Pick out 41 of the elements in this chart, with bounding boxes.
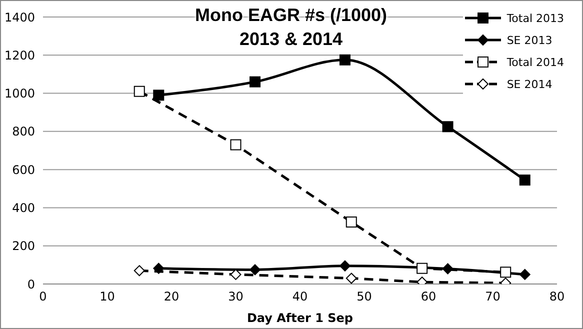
- x-tick-label: 60: [420, 290, 436, 304]
- y-tick-label: 0: [27, 277, 35, 292]
- x-tick-label: 50: [356, 290, 372, 304]
- y-tick-label: 200: [12, 239, 35, 254]
- chart-title: Mono EAGR #s (/1000) 2013 & 2014: [194, 4, 388, 51]
- point: [442, 121, 454, 132]
- point: [134, 265, 145, 276]
- point: [250, 264, 261, 276]
- point: [153, 262, 164, 274]
- point: [500, 266, 512, 278]
- point: [153, 90, 164, 101]
- y-tick-label: 400: [12, 200, 35, 215]
- point: [346, 272, 357, 284]
- point: [519, 268, 530, 280]
- point: [134, 86, 145, 97]
- x-tick-label: 0: [39, 290, 47, 304]
- y-tick-label: 800: [12, 124, 35, 139]
- point: [519, 174, 530, 186]
- point: [346, 216, 357, 228]
- point: [442, 263, 454, 274]
- x-tick-label: 80: [549, 290, 565, 304]
- y-tick-label: 1000: [4, 86, 35, 101]
- x-tick-label: 40: [292, 290, 308, 304]
- x-tick-label: 10: [100, 290, 115, 304]
- y-tick-label: 600: [12, 162, 35, 177]
- legend-label: SE 2013: [506, 34, 552, 46]
- y-tick-label: 1400: [4, 10, 35, 24]
- point: [250, 76, 261, 88]
- x-axis-title: Day After 1 Sep: [246, 311, 354, 325]
- legend-label: Total 2013: [506, 12, 564, 24]
- x-tick-label: 70: [485, 290, 500, 304]
- legend-label: Total 2014: [506, 56, 564, 68]
- legend-label: SE 2014: [506, 78, 552, 90]
- y-tick-label: 1200: [4, 48, 35, 62]
- point: [339, 54, 350, 66]
- point: [230, 139, 242, 150]
- point: [416, 262, 428, 274]
- point: [339, 260, 350, 272]
- x-tick-label: 30: [228, 290, 244, 304]
- point: [230, 268, 242, 280]
- x-tick-label: 20: [164, 290, 180, 304]
